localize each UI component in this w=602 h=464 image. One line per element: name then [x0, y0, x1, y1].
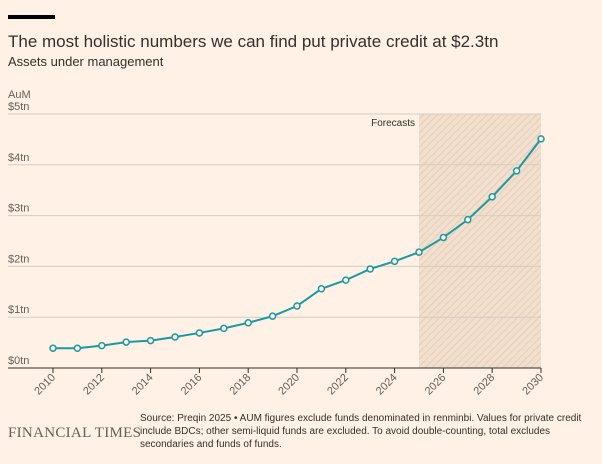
- point: [293, 302, 301, 310]
- x-tick-label: 2028: [472, 372, 498, 398]
- y-axis-label: AuM: [8, 89, 31, 101]
- x-tick-label: 2018: [228, 372, 254, 398]
- point: [488, 193, 496, 201]
- point: [439, 233, 448, 242]
- x-tick-label: 2024: [374, 372, 400, 398]
- chart-subtitle: Assets under management: [8, 54, 164, 69]
- point: [415, 248, 423, 256]
- point: [195, 329, 204, 337]
- x-tick-label: 2026: [423, 372, 449, 398]
- y-tick-label: $1tn: [8, 304, 29, 316]
- point: [122, 338, 130, 346]
- x-tick-label: 2010: [32, 372, 58, 398]
- point: [220, 324, 228, 333]
- brand-bar: [8, 15, 55, 19]
- point: [537, 135, 545, 143]
- point: [146, 336, 155, 345]
- point: [244, 319, 252, 327]
- point: [49, 344, 57, 352]
- point: [342, 276, 350, 284]
- point: [73, 344, 82, 352]
- point: [171, 333, 179, 341]
- x-tick-label: 2016: [179, 372, 205, 398]
- point: [512, 167, 521, 175]
- x-tick-label: 2012: [81, 372, 107, 398]
- point: [390, 257, 399, 266]
- x-tick-label: 2030: [520, 372, 546, 398]
- point: [268, 312, 277, 320]
- y-tick-label: $5tn: [8, 101, 29, 113]
- point: [366, 265, 374, 273]
- source-note: Source: Preqin 2025 • AUM figures exclud…: [140, 413, 582, 450]
- chart-title: The most holistic numbers we can find pu…: [8, 32, 498, 51]
- y-tick-label: $2tn: [8, 253, 29, 265]
- x-tick-label: 2020: [276, 372, 302, 398]
- x-tick-label: 2022: [325, 372, 351, 398]
- point: [464, 215, 472, 224]
- publisher: FINANCIAL TIMES: [8, 425, 141, 441]
- y-tick-label: $4tn: [8, 152, 29, 164]
- x-tick-label: 2014: [130, 372, 156, 398]
- forecast-label: Forecasts: [371, 118, 415, 129]
- y-tick-label: $0tn: [8, 355, 29, 367]
- point: [98, 341, 106, 350]
- y-tick-label: $3tn: [8, 203, 29, 215]
- point: [317, 285, 326, 293]
